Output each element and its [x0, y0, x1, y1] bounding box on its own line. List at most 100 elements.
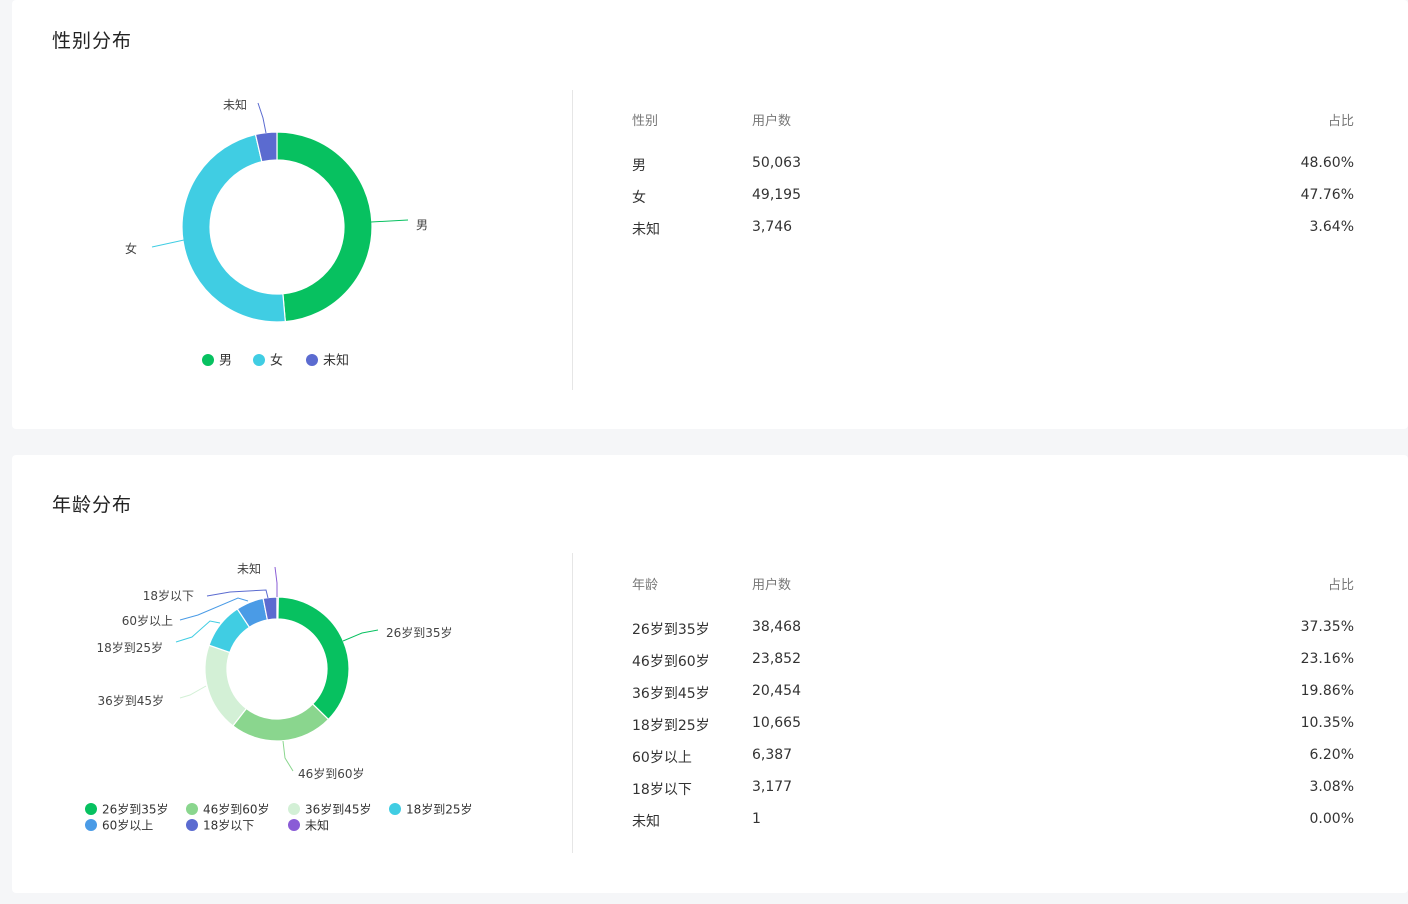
legend-dot[interactable] [186, 819, 198, 831]
label-leader-line [175, 620, 221, 643]
label-leader-line [370, 219, 409, 223]
header-ratio: 占比 [1327, 114, 1354, 129]
row-count: 20,454 [752, 683, 801, 699]
label-leader-line [179, 597, 249, 621]
row-name: 未知 [632, 222, 660, 238]
slice-label: 18岁到25岁 [96, 640, 163, 655]
legend-dot[interactable] [186, 803, 198, 815]
table-row: 60岁以上 6,387 6.20% [632, 745, 1354, 777]
legend-label[interactable]: 36岁到45岁 [305, 802, 372, 817]
row-count: 23,852 [752, 651, 801, 667]
table-row: 女 49,195 47.76% [632, 185, 1354, 217]
legend-label[interactable]: 18岁以下 [203, 818, 254, 833]
legend-dot[interactable] [85, 803, 97, 815]
slice-label: 26岁到35岁 [386, 625, 453, 640]
table-row: 未知 3,746 3.64% [632, 217, 1354, 249]
row-pct: 3.64% [1309, 219, 1354, 235]
row-name: 36岁到45岁 [632, 686, 710, 702]
legend-label[interactable]: 26岁到35岁 [102, 802, 169, 817]
legend-label[interactable]: 男 [219, 354, 232, 369]
header-age: 年龄 [632, 578, 659, 593]
gender-donut-chart: 男女未知男女未知 [125, 98, 428, 369]
row-pct: 48.60% [1300, 155, 1354, 171]
donut-slice[interactable] [204, 644, 248, 727]
donut-slice[interactable] [232, 703, 330, 742]
slice-label: 36岁到45岁 [97, 693, 164, 708]
table-row: 36岁到45岁 20,454 19.86% [632, 681, 1354, 713]
legend-label[interactable]: 未知 [305, 819, 329, 833]
row-name: 18岁以下 [632, 782, 692, 798]
label-leader-line [151, 239, 185, 248]
legend-label[interactable]: 女 [270, 353, 283, 369]
row-name: 46岁到60岁 [632, 654, 710, 670]
legend-dot[interactable] [389, 803, 401, 815]
age-card: 年龄分布 26岁到35岁 46岁到60岁 36岁到45岁 18岁到25岁 60岁以上 18… [12, 455, 1408, 893]
slice-label: 女 [125, 241, 137, 256]
row-count: 1 [752, 811, 761, 827]
gender-table: 性别 用户数 占比 男 50,063 48.60% 女 49,195 47.76… [632, 108, 1354, 249]
row-pct: 23.16% [1300, 651, 1354, 667]
label-leader-line [342, 629, 379, 642]
donut-slice[interactable] [276, 596, 350, 721]
header-users: 用户数 [752, 114, 792, 129]
legend-dot[interactable] [288, 819, 300, 831]
row-pct: 19.86% [1300, 683, 1354, 699]
gender-title: 性别分布 [52, 30, 133, 52]
header-users: 用户数 [752, 578, 792, 593]
slice-label: 男 [416, 218, 428, 232]
table-row: 46岁到60岁 23,852 23.16% [632, 649, 1354, 681]
table-row: 未知 1 0.00% [632, 809, 1354, 841]
legend-label[interactable]: 46岁到60岁 [203, 802, 270, 817]
row-name: 26岁到35岁 [632, 622, 710, 638]
row-count: 50,063 [752, 155, 801, 171]
legend-label[interactable]: 60岁以上 [102, 818, 153, 833]
row-pct: 3.08% [1309, 779, 1354, 795]
row-count: 38,468 [752, 619, 801, 635]
donut-slice[interactable] [254, 131, 278, 163]
row-name: 18岁到25岁 [632, 718, 710, 734]
row-pct: 47.76% [1300, 187, 1354, 203]
row-name: 未知 [632, 814, 660, 830]
header-gender: 性别 [632, 114, 659, 129]
slice-label: 60岁以上 [122, 613, 173, 628]
table-row: 18岁以下 3,177 3.08% [632, 777, 1354, 809]
divider [572, 90, 573, 390]
row-pct: 10.35% [1300, 715, 1354, 731]
age-title: 年龄分布 [52, 494, 133, 516]
table-row: 26岁到35岁 38,468 37.35% [632, 617, 1354, 649]
legend-dot[interactable] [253, 354, 265, 366]
label-leader-line [274, 566, 278, 597]
donut-slice[interactable] [276, 596, 279, 620]
table-header: 年龄 用户数 占比 [632, 572, 1354, 617]
gender-card: 性别分布 男女未知男女未知 性别 用户数 占比 男 50,063 48.60% … [12, 0, 1408, 429]
donut-slice[interactable] [276, 131, 373, 323]
legend-label[interactable]: 18岁到25岁 [406, 802, 473, 817]
table-header: 性别 用户数 占比 [632, 108, 1354, 153]
slice-label: 未知 [237, 562, 261, 576]
header-ratio: 占比 [1327, 578, 1354, 593]
donut-slice[interactable] [181, 133, 286, 323]
table-row: 男 50,063 48.60% [632, 153, 1354, 185]
label-leader-line [282, 740, 294, 772]
label-leader-line [206, 589, 269, 599]
row-name: 男 [632, 158, 646, 174]
divider [572, 553, 573, 853]
row-count: 49,195 [752, 187, 801, 203]
row-name: 60岁以上 [632, 750, 692, 766]
label-leader-line [257, 102, 267, 134]
row-pct: 6.20% [1309, 747, 1354, 763]
slice-label: 18岁以下 [143, 588, 194, 603]
legend-label[interactable]: 未知 [323, 353, 349, 369]
legend-dot[interactable] [306, 354, 318, 366]
row-count: 3,177 [752, 779, 793, 795]
row-name: 女 [632, 190, 646, 206]
age-table: 年龄 用户数 占比 26岁到35岁 38,468 37.35% 46岁到60岁 … [632, 572, 1354, 841]
row-count: 6,387 [752, 747, 793, 763]
table-row: 18岁到25岁 10,665 10.35% [632, 713, 1354, 745]
legend-dot[interactable] [202, 354, 214, 366]
legend-dot[interactable] [85, 819, 97, 831]
row-pct: 0.00% [1309, 811, 1354, 827]
legend-dot[interactable] [288, 803, 300, 815]
slice-label: 46岁到60岁 [298, 766, 365, 781]
row-pct: 37.35% [1300, 619, 1354, 635]
